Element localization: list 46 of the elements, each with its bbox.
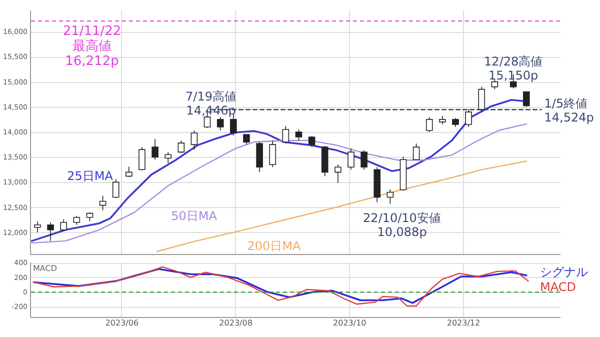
series-label: 50日MA xyxy=(171,209,218,223)
candlestick xyxy=(190,130,198,150)
candlestick xyxy=(348,148,354,170)
annotation: 12/28高値 15,150p xyxy=(484,54,543,82)
candlestick xyxy=(269,140,276,168)
candlestick xyxy=(360,150,368,170)
series-label: 25日MA xyxy=(67,169,114,183)
candlestick xyxy=(138,146,146,172)
candlestick xyxy=(60,218,67,232)
candlestick xyxy=(282,126,290,144)
chart-title: MACD xyxy=(33,264,57,273)
candlestick xyxy=(73,215,80,226)
series-label: MACD xyxy=(540,280,576,294)
candlestick xyxy=(426,116,433,132)
candlestick xyxy=(412,143,420,161)
candlestick xyxy=(295,129,302,141)
candlestick xyxy=(178,140,185,154)
x-tick-label: 2023/10 xyxy=(333,318,366,328)
x-tick-label: 2023/06 xyxy=(105,318,139,328)
candlestick xyxy=(465,109,472,128)
candlestick xyxy=(126,166,132,178)
candlestick xyxy=(243,134,250,145)
candlestick xyxy=(152,138,158,160)
candlestick xyxy=(308,136,316,148)
annotation: 7/19高値 14,446p xyxy=(186,90,236,118)
candlestick xyxy=(452,118,459,128)
candlestick xyxy=(112,178,120,199)
candlestick xyxy=(334,164,342,184)
candlestick xyxy=(523,91,530,108)
annotation: 22/10/10安値 10,088p xyxy=(363,211,441,239)
line-series xyxy=(156,160,528,252)
annotation: 1/5終値 14,524p xyxy=(544,96,594,125)
series-label: 200日MA xyxy=(247,239,302,253)
candlestick xyxy=(34,220,41,233)
annotation: 21/11/22 最高値 16,212p xyxy=(62,24,122,69)
series-label: シグナル xyxy=(540,265,588,279)
candlestick xyxy=(86,212,94,222)
x-tick-label: 2023/12 xyxy=(446,318,480,328)
x-tick-label: 2023/08 xyxy=(219,318,252,328)
candlestick xyxy=(47,222,54,242)
candlestick xyxy=(386,188,394,204)
candlestick xyxy=(216,116,224,131)
candlestick xyxy=(99,195,106,211)
candlestick xyxy=(478,86,486,112)
candlestick xyxy=(256,142,263,173)
candlestick xyxy=(164,152,172,164)
